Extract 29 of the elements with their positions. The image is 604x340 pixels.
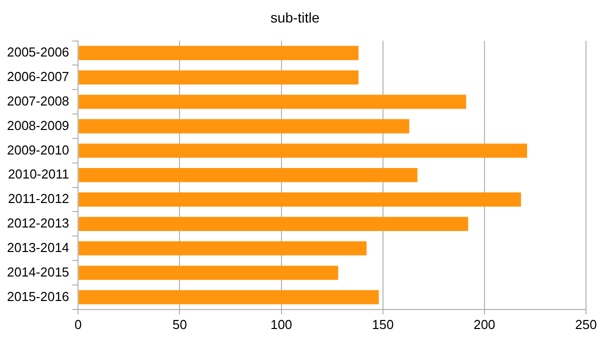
y-tick-label: 2009-2010 [6, 142, 70, 158]
bar [78, 192, 521, 207]
bar [78, 241, 367, 256]
y-tick-label: 2013-2014 [6, 240, 70, 255]
chart-title: sub-title [270, 9, 320, 26]
bar [78, 119, 410, 134]
y-tick-label: 2006-2007 [6, 69, 70, 84]
y-tick-label: 2012-2013 [6, 216, 70, 231]
x-tick-label: 50 [172, 316, 187, 332]
x-tick-label: 150 [372, 316, 394, 332]
y-tick-label: 2015-2016 [6, 288, 70, 304]
bar [78, 216, 468, 232]
bar [78, 266, 338, 280]
x-tick-label: 200 [474, 316, 496, 332]
y-tick-label: 2010-2011 [8, 166, 70, 182]
bar [78, 168, 418, 182]
bar [78, 290, 379, 304]
bar [78, 94, 466, 109]
bar [78, 46, 358, 60]
y-tick-label: 2008-2009 [6, 118, 70, 133]
bar [78, 144, 528, 158]
y-tick-label: 2014-2015 [6, 264, 70, 280]
x-tick-label: 250 [575, 316, 597, 332]
y-tick-label: 2005-2006 [6, 44, 70, 60]
x-tick-label: 0 [74, 316, 82, 332]
y-tick-label: 2011-2012 [8, 191, 70, 206]
y-tick-label: 2007-2008 [6, 93, 70, 108]
bar [78, 70, 358, 85]
x-tick-label: 100 [270, 316, 292, 332]
